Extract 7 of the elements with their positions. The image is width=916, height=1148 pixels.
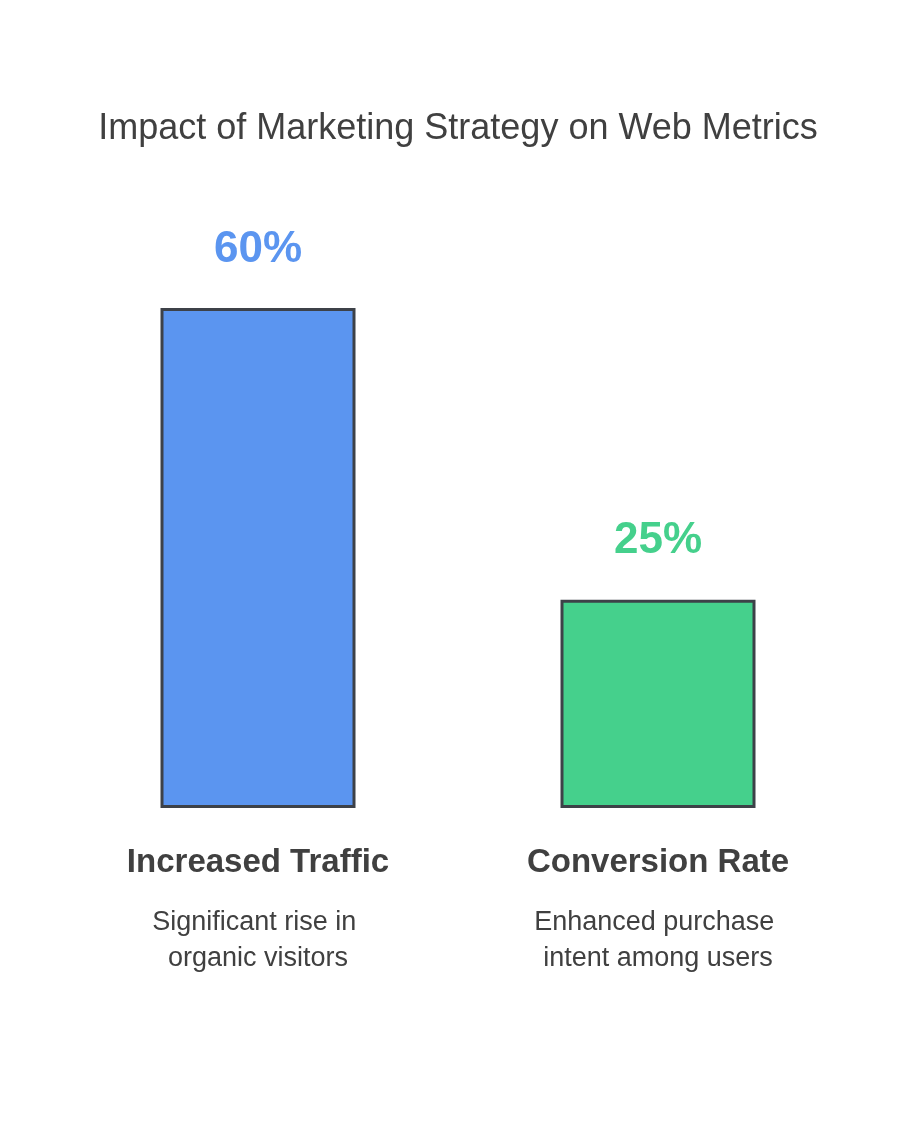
text: Significant rise in organic visitors [152,906,364,972]
text: Enhanced purchase intent among users [534,906,782,972]
chart-title: Impact of Marketing Strategy on Web Metrics [98,105,818,147]
x-tick-label: Conversion Rate [526,842,790,879]
x-tick-label: Increased Traffic [126,842,390,879]
data-label: 25% [613,513,703,563]
data-label: 60% [213,221,303,271]
